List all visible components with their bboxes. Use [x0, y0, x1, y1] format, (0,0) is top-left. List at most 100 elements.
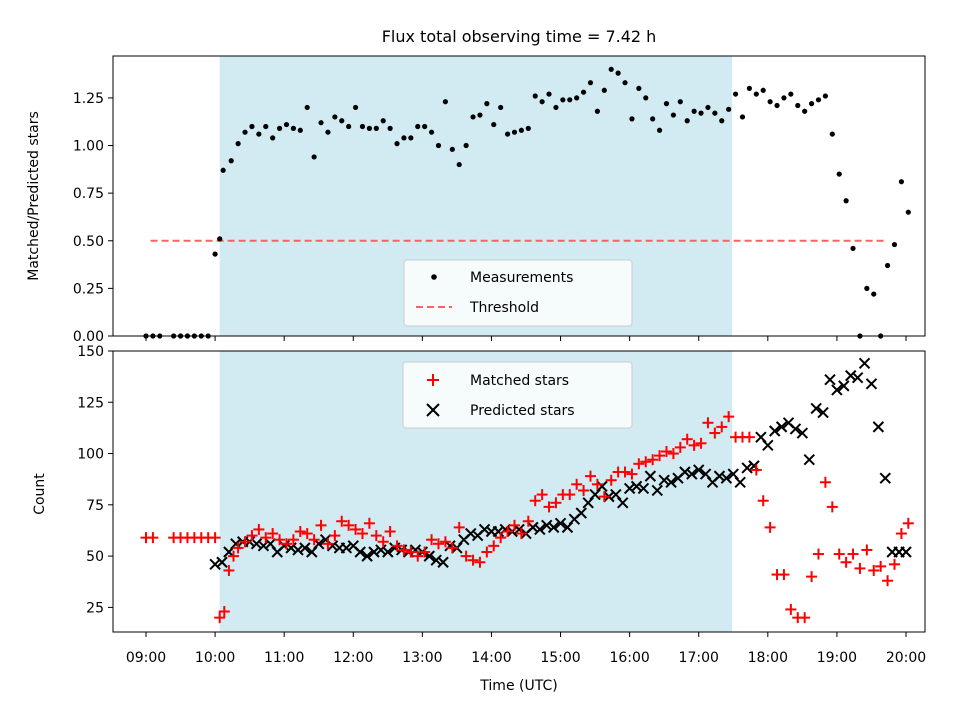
matched-point	[384, 525, 396, 537]
measurement-point	[511, 129, 518, 135]
matched-point	[218, 605, 230, 617]
measurement-point	[670, 112, 676, 118]
predicted-point	[250, 538, 263, 550]
predicted-point	[713, 470, 726, 482]
measurement-point	[220, 167, 226, 173]
x-tick-label: 20:00	[886, 650, 926, 666]
measurement-point	[346, 123, 352, 130]
measurement-point	[394, 141, 400, 147]
matched-point	[647, 454, 659, 466]
predicted-point	[665, 476, 677, 488]
matched-point	[370, 530, 382, 542]
matched-point	[861, 544, 873, 556]
measurement-point	[242, 129, 248, 135]
x-tick-label: 17:00	[679, 650, 719, 666]
y-tick-label: 150	[77, 344, 104, 360]
x-tick-label: 09:00	[126, 650, 166, 666]
x-axis-label: Time (UTC)	[479, 678, 557, 694]
matched-point	[260, 532, 272, 544]
measurement-point	[739, 114, 746, 120]
predicted-point	[575, 507, 587, 519]
matched-point	[398, 544, 410, 556]
y-tick-label: 100	[77, 447, 104, 463]
measurement-point	[228, 158, 234, 164]
predicted-point	[817, 406, 829, 419]
predicted-point	[292, 544, 304, 556]
matched-point	[564, 489, 576, 501]
predicted-point	[775, 421, 788, 433]
measurement-point	[643, 95, 649, 101]
measurement-point	[235, 141, 241, 147]
predicted-point	[623, 482, 636, 495]
legend-top-box	[403, 259, 633, 327]
panel-top-frame	[112, 55, 926, 337]
measurement-point	[387, 125, 393, 131]
matched-point	[246, 530, 258, 542]
predicted-point	[900, 546, 912, 558]
measurement-point	[788, 91, 794, 97]
matched-point	[515, 528, 527, 540]
measurement-point	[539, 99, 545, 105]
measurement-point	[726, 106, 732, 112]
matched-point	[681, 433, 693, 445]
measurement-point	[532, 93, 538, 99]
measurement-point	[636, 85, 642, 91]
matched-point	[833, 548, 845, 560]
measurement-point	[656, 127, 663, 133]
matched-point	[812, 548, 824, 560]
matched-point	[315, 519, 327, 531]
panel-top-ylabel: Matched/Predicted stars	[26, 111, 42, 281]
measurement-point	[698, 110, 704, 116]
matched-point	[902, 517, 914, 529]
matched-point	[439, 536, 451, 548]
measurement-point	[518, 127, 524, 133]
matched-point	[536, 489, 548, 501]
predicted-point	[872, 421, 885, 433]
legend-threshold-label: Threshold	[469, 300, 539, 316]
measurement-point	[463, 142, 469, 149]
matched-point	[723, 411, 735, 423]
matched-point	[785, 603, 797, 615]
measurement-point	[415, 123, 421, 130]
matched-point	[453, 521, 465, 533]
predicted-point	[810, 402, 822, 415]
measurement-point	[498, 104, 504, 111]
measurement-point	[525, 125, 531, 131]
predicted-point	[389, 542, 401, 554]
matched-point	[895, 528, 907, 540]
matched-point	[405, 546, 417, 558]
predicted-point	[651, 484, 663, 497]
measurement-point	[587, 80, 594, 86]
matched-point	[467, 554, 479, 566]
matched-point	[460, 550, 472, 562]
predicted-point	[824, 374, 836, 386]
matched-point	[674, 441, 686, 453]
matched-point	[350, 523, 362, 535]
matched-point	[847, 548, 859, 560]
measurement-point	[594, 108, 600, 114]
matched-point	[709, 427, 721, 439]
matched-point	[356, 528, 368, 540]
y-tick-label: 0.00	[73, 329, 104, 345]
predicted-point	[679, 466, 691, 478]
matched-point	[280, 538, 292, 550]
predicted-point	[534, 523, 546, 536]
matched-point	[474, 556, 486, 568]
matched-point	[529, 495, 541, 507]
measurement-point	[753, 91, 759, 97]
matched-point	[806, 571, 818, 583]
predicted-point	[541, 519, 553, 532]
predicted-point	[478, 523, 491, 536]
predicted-point	[354, 546, 366, 558]
matched-point	[543, 501, 555, 513]
measurement-point	[373, 125, 379, 131]
measurement-point	[905, 209, 911, 215]
matched-point	[343, 519, 355, 531]
measurement-point	[836, 171, 842, 177]
predicted-point	[734, 476, 746, 488]
matched-point	[654, 450, 666, 462]
predicted-point	[762, 439, 774, 452]
predicted-point	[409, 544, 422, 556]
predicted-point	[617, 497, 629, 509]
